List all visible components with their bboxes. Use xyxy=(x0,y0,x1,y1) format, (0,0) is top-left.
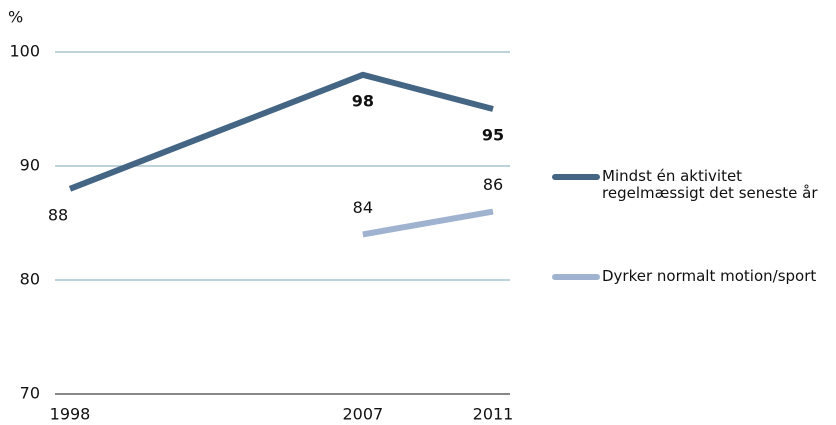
x-tick-label: 2007 xyxy=(342,405,383,424)
legend-label: Dyrker normalt motion/sport xyxy=(602,267,817,285)
legend-label: Mindst én aktivitet regelmæssigt det sen… xyxy=(602,167,818,202)
y-tick-label: 80 xyxy=(20,270,40,289)
legend-swatch xyxy=(552,274,600,280)
x-tick-label: 2011 xyxy=(473,405,514,424)
data-label: 86 xyxy=(483,175,503,194)
y-tick-label: 70 xyxy=(20,384,40,403)
data-label: 98 xyxy=(352,91,374,110)
legend-item: Dyrker normalt motion/sport xyxy=(552,268,832,285)
data-label: 88 xyxy=(48,205,68,224)
x-tick-label: 1998 xyxy=(50,405,91,424)
legend-swatch xyxy=(552,174,600,180)
y-axis-label: % xyxy=(8,8,23,27)
series-line xyxy=(68,71,494,192)
y-tick-label: 90 xyxy=(20,156,40,175)
y-tick-label: 100 xyxy=(9,42,40,61)
data-label: 95 xyxy=(482,126,504,145)
legend-item: Mindst én aktivitet regelmæssigt det sen… xyxy=(552,168,832,202)
data-label: 84 xyxy=(353,198,373,217)
series-line xyxy=(362,208,494,238)
